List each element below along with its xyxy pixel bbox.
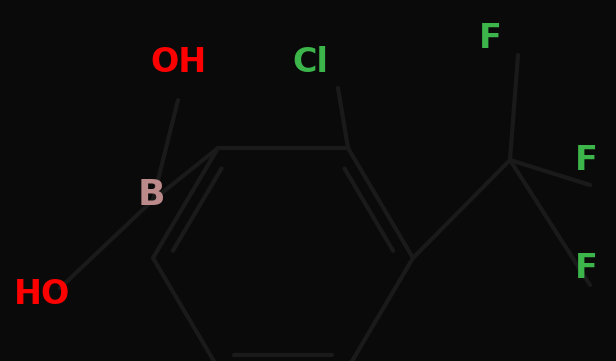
Text: F: F	[575, 144, 598, 177]
Text: Cl: Cl	[292, 45, 328, 78]
Text: OH: OH	[150, 45, 206, 78]
Text: HO: HO	[14, 278, 70, 312]
Text: F: F	[479, 22, 501, 55]
Text: B: B	[138, 178, 166, 212]
Text: F: F	[575, 252, 598, 284]
